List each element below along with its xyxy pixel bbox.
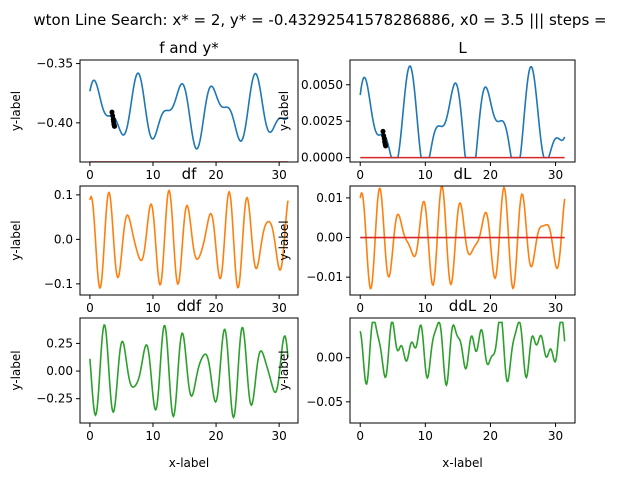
subplot-title-ddf: ddf <box>177 297 202 315</box>
axes-frame-df <box>79 185 299 296</box>
plot-area <box>89 188 289 290</box>
x-tick-label: 30 <box>548 429 563 443</box>
y-tick-label: −0.40 <box>36 116 73 130</box>
x-tick-label: 0 <box>356 429 364 443</box>
y-tick-label: 0.1 <box>54 188 73 202</box>
series-line-df <box>89 188 289 290</box>
subplot-title-ddL: ddL <box>449 297 477 315</box>
subplot-f: 0 10 20 30 −0.35 −0.40 f and y* y-label <box>9 39 299 182</box>
subplot-L: 0 10 20 30 0.0000 0.0025 0.0050 Ly-label <box>277 39 576 182</box>
series-line-ddL <box>359 321 566 387</box>
x-tick-label: 30 <box>271 429 286 443</box>
y-tick-label: −0.35 <box>36 57 73 71</box>
x-tick-label: 20 <box>483 429 498 443</box>
x-tick-label: 20 <box>483 301 498 315</box>
subplot-title-dL: dL <box>454 165 473 183</box>
series-line-f <box>89 72 289 150</box>
subplot-dL: 0 10 20 30 −0.01 0.00 0.01 dL y-label <box>277 165 576 315</box>
y-axis-label-ddf: y-label <box>9 350 23 390</box>
step-point-f-6 <box>112 123 118 129</box>
x-tick-label: 0 <box>356 168 364 182</box>
y-tick-label: 0.0 <box>54 232 73 246</box>
y-tick-label: 0.00 <box>316 231 343 245</box>
x-tick-label: 20 <box>208 168 223 182</box>
y-tick-label: −0.25 <box>36 392 73 406</box>
x-tick-label: 20 <box>208 301 223 315</box>
x-tick-label: 0 <box>86 168 94 182</box>
y-axis-label-L: y-label <box>277 91 291 131</box>
y-axis-label-dL: y-label <box>277 220 291 260</box>
figure-suptitle: wton Line Search: x* = 2, y* = -0.432925… <box>33 11 606 29</box>
series-line-L <box>359 65 566 159</box>
subplot-title-L: L <box>458 39 467 57</box>
x-tick-label: 10 <box>418 301 433 315</box>
y-tick-label: 0.01 <box>316 191 343 205</box>
y-tick-label: 0.00 <box>46 364 73 378</box>
x-tick-label: 10 <box>418 429 433 443</box>
subplot-ddL: 0 10 20 30 −0.05 0.00 ddL y-label x-label <box>277 297 576 470</box>
axes-frame-L <box>349 59 576 163</box>
x-tick-label: 10 <box>418 168 433 182</box>
y-tick-label: 0.0000 <box>301 151 343 165</box>
axes-frame-ddf <box>79 317 299 424</box>
plot-area <box>359 321 566 387</box>
subplot-title-df: df <box>182 165 198 183</box>
x-tick-label: 0 <box>356 301 364 315</box>
plot-area <box>89 323 289 420</box>
y-tick-label: 0.25 <box>46 336 73 350</box>
y-axis-label-f: y-label <box>9 91 23 131</box>
step-point-L-6 <box>383 143 389 149</box>
y-tick-label: 0.0050 <box>301 78 343 92</box>
y-axis-label-df: y-label <box>9 220 23 260</box>
x-tick-label: 30 <box>548 301 563 315</box>
y-tick-label: 0.00 <box>316 351 343 365</box>
axes-frame-ddL <box>349 317 576 424</box>
y-tick-label: −0.01 <box>306 270 343 284</box>
y-tick-label: −0.05 <box>306 395 343 409</box>
x-tick-label: 10 <box>145 168 160 182</box>
plot-area <box>359 186 566 290</box>
subplot-ddf: 0 10 20 30 −0.25 0.00 0.25 ddf y-label x-label <box>9 297 299 470</box>
x-axis-label-ddf: x-label <box>169 456 209 470</box>
x-tick-label: 30 <box>271 301 286 315</box>
plot-area <box>89 72 289 162</box>
subplot-title-f: f and y* <box>159 39 219 57</box>
x-tick-label: 0 <box>86 301 94 315</box>
subplot-df: 0 10 20 30 −0.1 0.0 0.1 df y-label <box>9 165 299 315</box>
series-line-ddf <box>89 323 289 420</box>
series-line-dL <box>359 186 566 290</box>
x-tick-label: 0 <box>86 429 94 443</box>
axes-frame-f <box>79 59 299 163</box>
x-axis-label-ddL: x-label <box>442 456 482 470</box>
x-tick-label: 10 <box>145 429 160 443</box>
y-tick-label: −0.1 <box>44 277 73 291</box>
axes-frame-dL <box>349 185 576 296</box>
y-tick-label: 0.0025 <box>301 114 343 128</box>
x-tick-label: 20 <box>208 429 223 443</box>
x-tick-label: 10 <box>145 301 160 315</box>
x-tick-label: 30 <box>548 168 563 182</box>
plot-area <box>359 65 566 159</box>
x-tick-label: 20 <box>483 168 498 182</box>
y-axis-label-ddL: y-label <box>277 350 291 390</box>
step-point-L-0 <box>380 128 386 134</box>
x-tick-label: 30 <box>271 168 286 182</box>
